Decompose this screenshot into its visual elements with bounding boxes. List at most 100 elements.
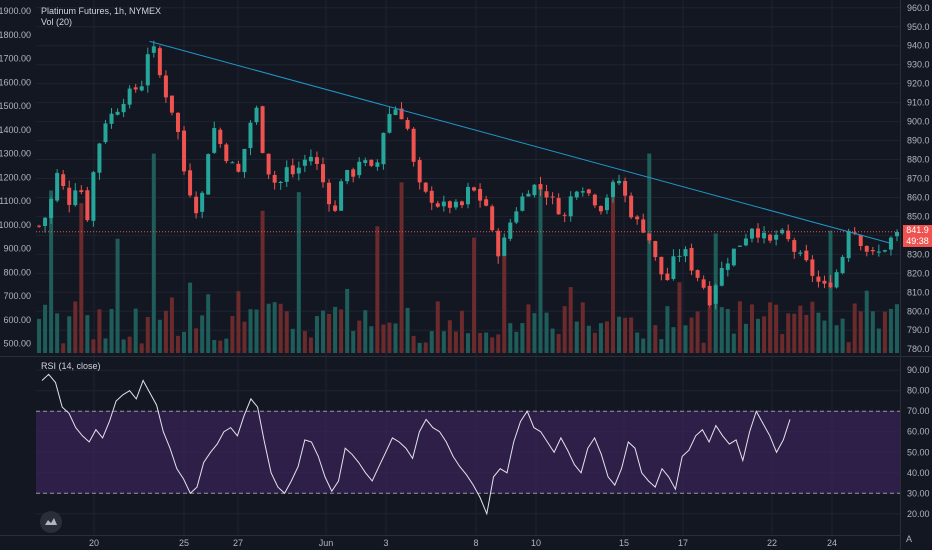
candle-body: [266, 153, 271, 175]
volume-bar: [363, 310, 368, 353]
volume-bar: [230, 316, 235, 353]
volume-bar: [423, 342, 428, 353]
candle-body: [532, 184, 537, 196]
candle-body: [556, 198, 561, 215]
candle-body: [345, 170, 350, 182]
candle-body: [894, 232, 899, 237]
candle-body: [550, 196, 555, 198]
candle-body: [798, 252, 803, 254]
candle-body: [611, 182, 616, 198]
candle-body: [290, 165, 295, 175]
candle-body: [236, 163, 241, 172]
candle-body: [121, 103, 126, 113]
auto-scale-button[interactable]: A: [906, 534, 913, 544]
last-price-tag: 841.9: [903, 225, 932, 236]
candle-body: [43, 217, 48, 227]
rsi-tick-label: 60.00: [907, 427, 930, 437]
volume-bar: [472, 237, 477, 353]
volume-tick-label: 900.00: [3, 244, 31, 254]
price-tick-label: 900.0: [907, 117, 930, 127]
volume-bar: [774, 304, 779, 353]
candle-body: [230, 162, 235, 164]
volume-bar: [345, 288, 350, 353]
volume-tick-label: 1600.00: [0, 77, 31, 87]
rsi-tick-label: 20.00: [907, 509, 930, 519]
candle-body: [212, 128, 217, 153]
time-tick-label: 17: [678, 538, 688, 548]
time-tick-label: 25: [179, 538, 189, 548]
candle-body: [864, 245, 869, 252]
volume-bar: [218, 340, 223, 353]
price-tick-label: 860.0: [907, 192, 930, 202]
volume-bar: [139, 343, 144, 353]
volume-bar: [749, 304, 754, 353]
candle-body: [37, 225, 42, 227]
rsi-tick-label: 80.00: [907, 386, 930, 396]
candle-body: [447, 201, 452, 208]
volume-bar: [816, 312, 821, 353]
volume-bar: [580, 302, 585, 353]
candle-body: [423, 182, 428, 192]
price-axis[interactable]: 960.0 950.0 940.0 930.0 920.0 910.0 900.0 890.0…: [907, 3, 930, 354]
candle-body: [429, 190, 434, 203]
trendline[interactable]: [149, 40, 890, 244]
price-tick-label: 920.0: [907, 79, 930, 89]
candle-body: [719, 268, 724, 286]
price-tick-label: 820.0: [907, 268, 930, 278]
tradingview-logo[interactable]: [40, 511, 62, 533]
candle-body: [647, 233, 652, 241]
chart-title: Platinum Futures, 1h, NYMEX: [41, 6, 162, 16]
volume-bar: [683, 325, 688, 353]
candle-body: [151, 46, 156, 53]
price-tick-label: 850.0: [907, 211, 930, 221]
volume-bar: [647, 153, 652, 353]
candle-body: [858, 235, 863, 246]
rsi-label: RSI (14, close): [41, 361, 101, 371]
candle-body: [103, 123, 108, 143]
rsi-pane[interactable]: [36, 373, 900, 516]
volume-bar: [97, 309, 102, 353]
volume-bar: [254, 309, 259, 353]
candle-body: [804, 250, 809, 261]
volume-bar: [369, 326, 374, 353]
candle-body: [55, 172, 60, 201]
volume-bar: [822, 320, 827, 353]
candle-body: [586, 189, 591, 194]
volume-bar: [586, 325, 591, 353]
price-candles[interactable]: [37, 40, 899, 310]
candle-body: [441, 201, 446, 207]
candle-body: [683, 249, 688, 257]
volume-bar: [260, 210, 265, 353]
volume-bar: [242, 321, 247, 353]
volume-bar: [85, 315, 90, 353]
candle-body: [574, 191, 579, 198]
volume-bar: [508, 323, 513, 353]
candle-body: [641, 219, 646, 233]
candle-body: [79, 190, 84, 193]
volume-bar: [266, 303, 271, 353]
candle-body: [272, 174, 277, 183]
volume-bar: [870, 311, 875, 353]
candle-body: [357, 161, 362, 176]
candle-body: [387, 113, 392, 133]
volume-tick-label: 1400.00: [0, 125, 31, 135]
volume-bar: [671, 327, 676, 353]
volume-bar: [351, 331, 356, 353]
candle-body: [749, 228, 754, 239]
volume-bar: [182, 331, 187, 353]
volume-bar: [828, 230, 833, 353]
volume-bar: [701, 342, 706, 353]
volume-bar: [103, 338, 108, 353]
time-axis[interactable]: 20 25 27 Jun 3 8 10 15 17 22 24: [89, 538, 837, 548]
volume-bar: [502, 252, 507, 353]
volume-bar: [67, 316, 72, 353]
rsi-line[interactable]: [41, 373, 791, 516]
volume-bar: [175, 335, 180, 353]
candle-body: [375, 162, 380, 167]
volume-bar: [526, 304, 531, 353]
candle-body: [61, 174, 66, 187]
volume-bar: [786, 313, 791, 353]
volume-tick-label: 1300.00: [0, 149, 31, 159]
candle-body: [707, 285, 712, 306]
